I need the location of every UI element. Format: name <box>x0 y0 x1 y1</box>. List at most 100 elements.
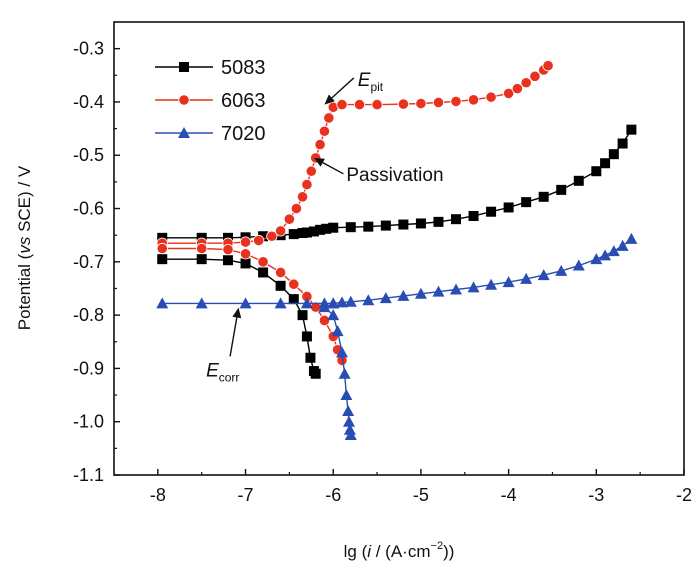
legend-item-7020: 7020 <box>155 123 266 145</box>
data-point <box>300 297 313 309</box>
y-tick-label: -0.4 <box>73 92 104 112</box>
data-point <box>555 264 568 276</box>
data-point <box>239 297 252 309</box>
data-point <box>305 352 316 363</box>
data-point <box>503 202 514 213</box>
y-tick-label: -0.7 <box>73 252 104 272</box>
data-point <box>537 269 550 281</box>
data-point <box>343 423 356 435</box>
data-point <box>301 227 312 238</box>
data-point <box>283 213 295 225</box>
x-tick-label: -5 <box>413 485 429 505</box>
data-point <box>297 310 308 321</box>
data-point <box>542 60 554 72</box>
data-point <box>397 98 409 110</box>
data-point <box>258 231 269 242</box>
data-point <box>336 346 348 358</box>
legend-label: 6063 <box>221 90 266 112</box>
x-axis-title: lg (i / (A·cm−2)) <box>344 540 455 561</box>
data-point <box>343 415 356 427</box>
data-point <box>240 258 251 269</box>
data-point <box>301 178 313 191</box>
data-point <box>371 99 383 111</box>
data-point <box>318 314 331 327</box>
data-point <box>222 243 234 256</box>
y-tick-label: -0.9 <box>73 358 104 378</box>
legend-marker <box>178 127 190 138</box>
data-point <box>223 255 233 266</box>
axis-ticks <box>114 47 685 476</box>
data-point <box>397 289 410 301</box>
data-point <box>258 267 269 278</box>
data-point <box>327 309 340 321</box>
data-point <box>398 219 409 230</box>
legend-item-6063: 6063 <box>155 90 266 112</box>
y-tick-label: -1.0 <box>73 412 104 432</box>
data-point <box>433 216 444 227</box>
data-point <box>196 254 207 265</box>
data-point <box>450 95 462 108</box>
data-point <box>288 229 299 240</box>
annotation-passivation: Passivation <box>313 157 444 186</box>
data-point <box>310 368 321 379</box>
annotation-arrowhead <box>324 94 335 105</box>
data-point <box>415 218 426 229</box>
data-point <box>288 294 299 305</box>
data-point <box>591 166 602 177</box>
data-point <box>617 138 628 149</box>
series-6063 <box>156 60 554 367</box>
plot-frame <box>113 21 685 476</box>
series-line <box>333 238 632 305</box>
annotation-text: Passivation <box>346 165 443 186</box>
data-point <box>342 405 355 417</box>
data-point <box>521 197 532 208</box>
annotations: Epit Passivation Ecorr <box>206 70 443 384</box>
data-point <box>485 91 497 103</box>
annotation-arrowhead <box>232 307 242 319</box>
y-tick-label: -0.6 <box>73 199 104 219</box>
data-point <box>305 165 317 177</box>
y-tick-label: -0.8 <box>73 305 104 325</box>
data-point <box>275 266 287 279</box>
data-point <box>327 297 340 309</box>
data-point <box>314 138 326 151</box>
data-point <box>266 230 278 242</box>
data-point <box>520 77 532 89</box>
data-point <box>414 287 427 299</box>
data-point <box>502 276 515 288</box>
y-tick-label: -0.3 <box>73 39 104 59</box>
annotation-arrowhead <box>313 157 325 167</box>
annotation-epit: Epit <box>324 70 384 105</box>
data-point <box>503 87 515 100</box>
data-point <box>451 214 461 225</box>
data-point <box>573 175 584 186</box>
plot-frame-group <box>113 21 685 476</box>
data-point <box>556 184 567 195</box>
data-point <box>331 325 344 337</box>
x-tick-label: -3 <box>588 485 604 505</box>
data-point <box>485 278 498 290</box>
data-point <box>296 191 309 203</box>
annotation-ecorr: Ecorr <box>206 307 242 384</box>
data-point <box>380 220 391 231</box>
legend-item-5083: 5083 <box>155 57 266 79</box>
annotation-text: Ecorr <box>206 360 239 384</box>
data-point <box>363 221 374 232</box>
x-tick-label: -7 <box>238 485 254 505</box>
data-point <box>529 70 541 82</box>
legend-marker <box>178 94 190 106</box>
data-point <box>538 191 549 202</box>
data-point <box>616 239 629 251</box>
x-tick-label: -2 <box>676 485 692 505</box>
data-point <box>338 367 351 379</box>
data-point <box>432 96 445 109</box>
x-tick-labels: -8 -7 -6 -5 -4 -3 -2 <box>150 485 692 505</box>
data-point <box>156 242 168 255</box>
data-point <box>328 222 339 233</box>
data-point <box>275 280 286 291</box>
data-point <box>288 278 300 290</box>
data-point <box>301 331 312 342</box>
legend-label: 7020 <box>221 123 266 145</box>
data-point <box>321 223 332 234</box>
